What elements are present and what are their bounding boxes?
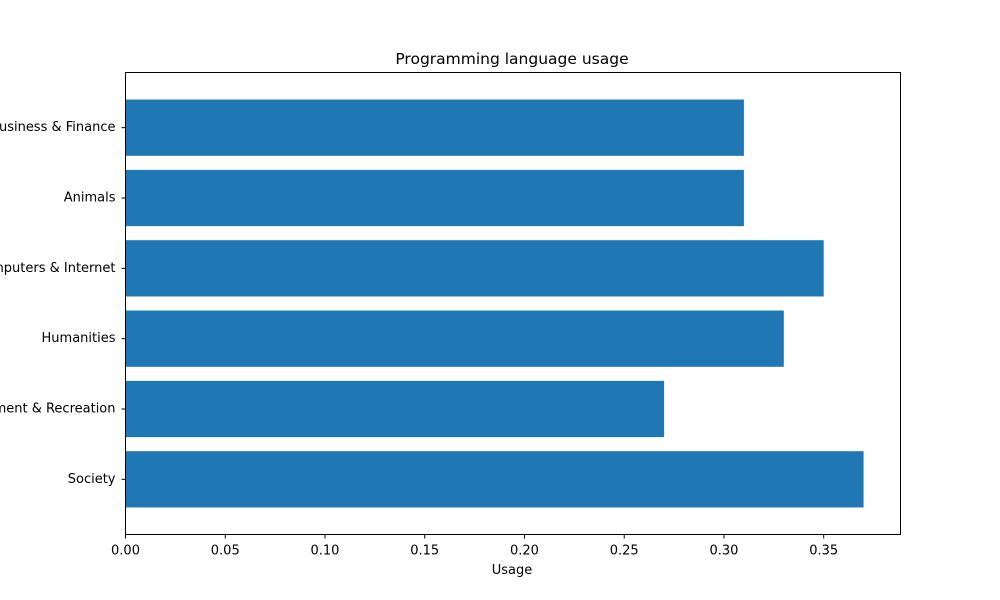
y-tick-label: Humanities	[42, 331, 116, 346]
y-axis: Business & Finance Animals Computers & Int…	[0, 120, 126, 487]
bar-5	[125, 451, 864, 508]
x-tick-label: 0.05	[211, 544, 240, 559]
y-tick-label: Entertainment & Recreation	[0, 402, 116, 417]
x-tick-label: 0.30	[709, 544, 738, 559]
chart-title: Programming language usage	[395, 50, 628, 68]
bar-1	[125, 169, 744, 227]
bar-4	[125, 380, 665, 438]
bar-3	[125, 310, 784, 367]
y-tick-label: Animals	[64, 191, 116, 206]
x-tick-label: 0.25	[610, 544, 639, 559]
x-tick-label: 0.10	[311, 544, 340, 559]
plot-frame	[125, 72, 901, 535]
x-axis-title: Usage	[492, 563, 533, 578]
x-tick-label: 0.00	[111, 544, 140, 559]
bars-layer	[125, 99, 864, 508]
y-tick-label: Business & Finance	[0, 120, 116, 135]
y-tick-label: Society	[68, 472, 116, 487]
x-tick-label: 0.15	[410, 544, 439, 559]
y-tick-label: Computers & Internet	[0, 261, 116, 276]
x-tick-label: 0.35	[809, 544, 838, 559]
bar-0	[125, 99, 744, 156]
x-tick-label: 0.20	[510, 544, 539, 559]
x-axis: 0.00 0.05 0.10 0.15 0.20 0.25 0.30 0.35	[111, 534, 838, 559]
bar-2	[125, 240, 824, 297]
